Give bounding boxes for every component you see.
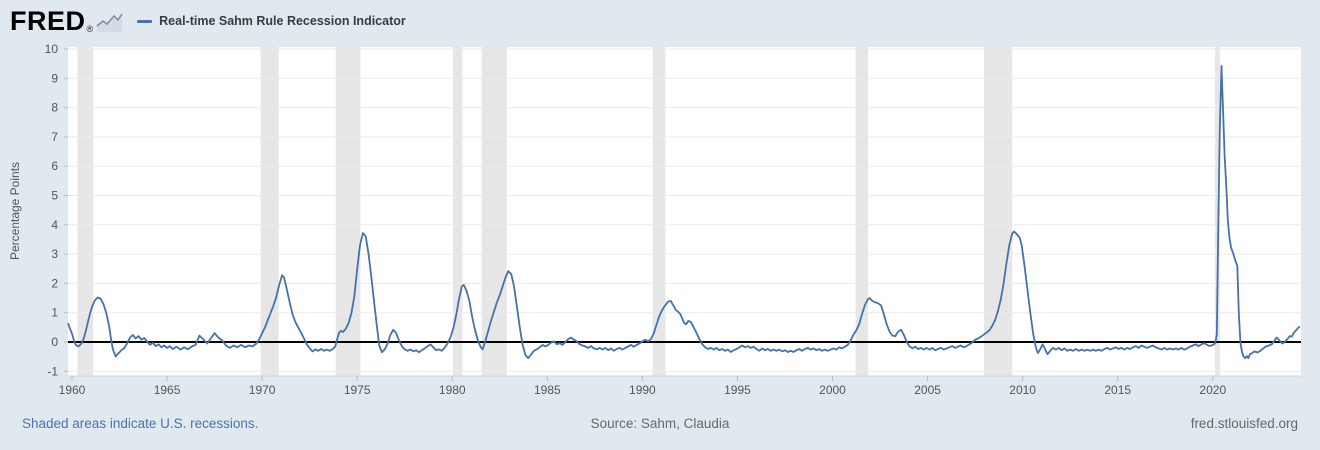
recessions-note-link[interactable]: Shaded areas indicate U.S. recessions. <box>22 416 259 431</box>
y-tick-label: 4 <box>51 218 58 232</box>
recession-band <box>855 47 869 376</box>
recession-band <box>652 47 666 376</box>
y-axis-title: Percentage Points <box>8 161 22 261</box>
x-tick-label: 1995 <box>724 383 751 397</box>
y-tick-label: 1 <box>51 306 58 320</box>
fred-logo-text: FRED <box>10 6 86 36</box>
x-tick-label: 1985 <box>534 383 561 397</box>
x-tick-label: 1970 <box>249 383 276 397</box>
recession-band <box>335 47 361 376</box>
legend: Real-time Sahm Rule Recession Indicator <box>137 14 406 28</box>
recession-band <box>1215 47 1220 376</box>
y-tick-label: 9 <box>51 71 58 85</box>
site-url-text: fred.stlouisfed.org <box>1190 416 1298 431</box>
legend-line-swatch <box>137 19 153 23</box>
chart-footer: Shaded areas indicate U.S. recessions. S… <box>0 416 1320 436</box>
series-line <box>67 65 1301 360</box>
y-tick-label: 3 <box>51 247 58 261</box>
fred-logo[interactable]: FRED ® <box>10 6 123 36</box>
x-tick-label: 1975 <box>344 383 371 397</box>
recession-band <box>453 47 463 376</box>
y-tick-label: 6 <box>51 159 58 173</box>
recession-band <box>77 47 94 376</box>
recession-band <box>260 47 279 376</box>
y-tick-label: 7 <box>51 130 58 144</box>
y-tick-label: 10 <box>45 42 59 56</box>
registered-mark: ® <box>86 24 94 34</box>
recession-band <box>481 47 507 376</box>
y-tick-label: -1 <box>47 364 58 378</box>
y-tick-label: 8 <box>51 101 58 115</box>
x-tick-label: 1990 <box>629 383 656 397</box>
x-tick-label: 2010 <box>1009 383 1036 397</box>
y-tick-label: 2 <box>51 276 58 290</box>
y-tick-label: 0 <box>51 335 58 349</box>
x-tick-label: 1960 <box>59 383 86 397</box>
x-tick-label: 2000 <box>819 383 846 397</box>
x-tick-label: 1965 <box>154 383 181 397</box>
y-tick-label: 5 <box>51 189 58 203</box>
sparkline-icon <box>96 13 123 32</box>
x-tick-label: 2020 <box>1199 383 1226 397</box>
x-tick-label: 2015 <box>1104 383 1131 397</box>
legend-label: Real-time Sahm Rule Recession Indicator <box>159 14 406 28</box>
x-tick-label: 1980 <box>439 383 466 397</box>
x-tick-label: 2005 <box>914 383 941 397</box>
source-text: Source: Sahm, Claudia <box>590 416 730 431</box>
chart-header: FRED ® Real-time Sahm Rule Recession Ind… <box>10 6 406 36</box>
plot-area <box>68 47 1301 376</box>
recession-band <box>983 47 1013 376</box>
